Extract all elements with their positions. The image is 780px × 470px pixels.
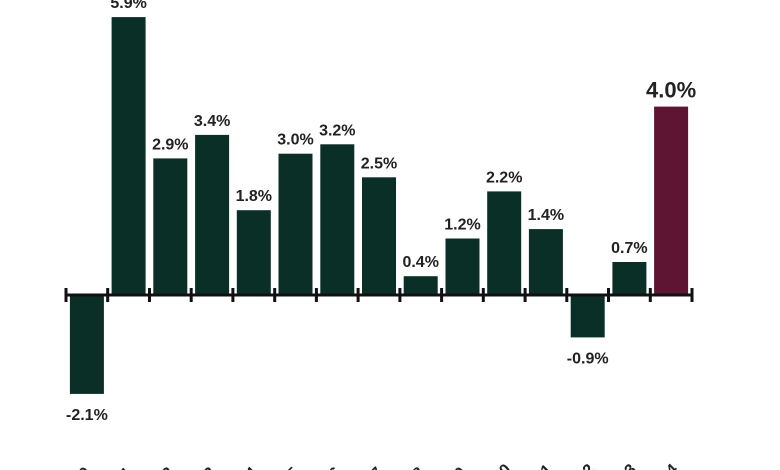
- x-tick-label: '8: [407, 464, 428, 470]
- data-label: 3.4%: [194, 113, 230, 130]
- tick-labels-group: '0 '1 '2 '3 '4 '5 '6 '7 '8 '9 '10 '11 '12 '13 '14: [73, 461, 681, 470]
- data-label: 3.2%: [319, 122, 355, 139]
- bar: [528, 229, 563, 295]
- bar: [612, 262, 647, 295]
- bar: [278, 153, 313, 295]
- bars-group: [69, 17, 689, 394]
- x-tick-label: '0: [73, 464, 94, 470]
- x-axis: [64, 288, 694, 302]
- x-tick-label: '12: [571, 461, 598, 470]
- data-label: 2.5%: [361, 155, 397, 172]
- x-tick-label: '7: [365, 464, 386, 470]
- x-tick-label: '3: [198, 464, 219, 470]
- x-tick-label: '5: [282, 464, 303, 470]
- bar: [153, 158, 188, 295]
- bar: [320, 144, 355, 295]
- bar: [362, 177, 396, 296]
- data-label: 1.8%: [236, 188, 272, 205]
- x-tick-label: '13: [613, 461, 640, 470]
- data-label: 5.9%: [110, 0, 146, 12]
- bar: [403, 276, 438, 295]
- bar: [111, 17, 146, 295]
- data-label: 2.9%: [152, 136, 188, 153]
- data-label: 1.2%: [444, 217, 480, 234]
- bar: [654, 106, 689, 295]
- bar: [69, 295, 104, 394]
- data-label: -2.1%: [66, 407, 108, 424]
- x-tick-label: '2: [157, 464, 178, 470]
- bar: [570, 295, 605, 338]
- bar: [195, 134, 230, 295]
- data-label: -0.9%: [567, 350, 609, 367]
- data-label: 4.0%: [646, 78, 696, 103]
- data-label: 0.7%: [611, 240, 647, 257]
- x-tick-label: '4: [240, 464, 261, 470]
- x-tick-label: '11: [529, 461, 556, 470]
- bar: [445, 238, 480, 295]
- bar: [236, 210, 271, 295]
- x-tick-label: '1: [115, 464, 136, 470]
- data-label: 1.4%: [528, 207, 564, 224]
- value-labels-group: -2.1% 5.9% 2.9% 3.4% 1.8% 3.0% 3.2% 2.5% 0.4% 1.2…: [66, 0, 696, 424]
- x-tick-label: '9: [449, 464, 470, 470]
- bar: [487, 191, 522, 295]
- data-label: 3.0%: [277, 132, 313, 149]
- data-label: 2.2%: [486, 169, 522, 186]
- x-tick-label: '6: [324, 464, 345, 470]
- x-tick-label: '14: [654, 461, 681, 470]
- x-tick-label: '10: [487, 461, 514, 470]
- data-label: 0.4%: [402, 254, 438, 271]
